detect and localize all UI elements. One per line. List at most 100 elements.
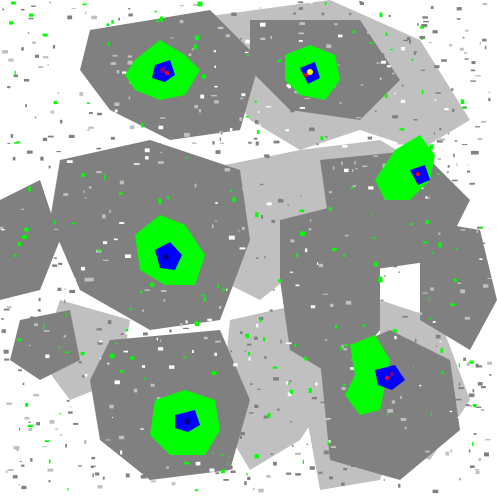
speckle bbox=[2, 8, 5, 11]
speckle bbox=[219, 306, 222, 309]
speckle bbox=[7, 142, 11, 144]
speckle bbox=[317, 262, 319, 265]
speckle bbox=[304, 98, 310, 99]
speckle bbox=[403, 218, 407, 221]
speckle bbox=[386, 65, 391, 68]
speckle bbox=[476, 230, 479, 233]
speckle bbox=[318, 206, 322, 211]
green-speckle bbox=[369, 395, 373, 398]
speckle bbox=[84, 373, 88, 377]
speckle bbox=[60, 119, 63, 124]
speckle bbox=[308, 473, 312, 477]
speckle bbox=[289, 380, 292, 383]
speckle bbox=[40, 156, 44, 161]
green-speckle bbox=[327, 440, 329, 446]
speckle bbox=[17, 369, 22, 372]
green-speckle bbox=[329, 207, 332, 212]
speckle bbox=[453, 315, 455, 319]
speckle bbox=[52, 264, 58, 267]
speckle bbox=[367, 136, 372, 140]
speckle bbox=[289, 271, 294, 273]
speckle bbox=[484, 45, 487, 50]
speckle bbox=[84, 197, 87, 199]
speckle bbox=[222, 283, 228, 285]
speckle bbox=[110, 62, 117, 65]
speckle bbox=[376, 62, 381, 64]
green-speckle bbox=[472, 441, 474, 447]
speckle bbox=[9, 290, 15, 293]
speckle bbox=[107, 362, 110, 365]
speckle bbox=[399, 396, 402, 399]
speckle bbox=[475, 330, 480, 334]
speckle bbox=[72, 378, 79, 383]
speckle bbox=[259, 183, 264, 186]
speckle bbox=[127, 203, 129, 208]
speckle bbox=[175, 21, 181, 26]
speckle bbox=[447, 165, 450, 168]
green-speckle bbox=[211, 371, 217, 375]
speckle bbox=[76, 179, 83, 183]
green-speckle bbox=[71, 222, 76, 225]
green-speckle bbox=[278, 279, 282, 283]
speckle bbox=[200, 94, 205, 99]
speckle bbox=[264, 255, 266, 259]
speckle bbox=[382, 163, 387, 168]
speckle bbox=[158, 470, 163, 472]
green-speckle bbox=[308, 388, 312, 393]
speckle bbox=[40, 178, 42, 182]
speckle bbox=[105, 439, 111, 441]
speckle bbox=[392, 115, 398, 119]
green-speckle bbox=[421, 38, 423, 40]
speckle bbox=[163, 299, 166, 302]
green-speckle bbox=[53, 220, 56, 224]
speckle bbox=[2, 263, 5, 267]
speckle bbox=[294, 405, 297, 409]
speckle bbox=[254, 336, 258, 340]
speckle bbox=[155, 370, 157, 372]
speckle bbox=[141, 309, 144, 312]
speckle bbox=[51, 330, 56, 334]
speckle bbox=[470, 150, 477, 155]
speckle bbox=[271, 41, 274, 43]
speckle bbox=[422, 292, 428, 294]
speckle bbox=[324, 233, 326, 236]
green-speckle bbox=[384, 94, 388, 98]
speckle bbox=[439, 408, 443, 411]
speckle bbox=[344, 168, 349, 173]
speckle bbox=[128, 13, 133, 17]
speckle bbox=[139, 94, 145, 96]
speckle bbox=[102, 259, 109, 261]
speckle bbox=[137, 17, 143, 21]
speckle bbox=[239, 38, 242, 40]
green-speckle bbox=[390, 49, 393, 51]
speckle bbox=[478, 458, 482, 462]
speckle bbox=[480, 408, 485, 411]
green-speckle bbox=[455, 248, 458, 250]
speckle bbox=[248, 129, 252, 132]
speckle bbox=[484, 452, 489, 457]
speckle bbox=[412, 361, 415, 363]
speckle bbox=[385, 388, 390, 393]
green-speckle bbox=[227, 462, 229, 465]
speckle bbox=[451, 88, 454, 91]
speckle bbox=[215, 220, 218, 222]
speckle bbox=[273, 80, 278, 85]
speckle bbox=[309, 466, 315, 470]
speckle bbox=[428, 41, 432, 44]
speckle bbox=[341, 161, 343, 165]
speckle bbox=[38, 66, 44, 68]
speckle bbox=[96, 171, 102, 174]
speckle bbox=[64, 190, 70, 193]
speckle bbox=[327, 243, 333, 246]
speckle bbox=[47, 135, 54, 138]
green-speckle bbox=[106, 23, 110, 27]
speckle bbox=[356, 459, 360, 463]
speckle bbox=[214, 100, 219, 104]
speckle bbox=[258, 70, 261, 74]
speckle bbox=[108, 458, 110, 461]
speckle bbox=[87, 42, 91, 46]
green-speckle bbox=[222, 288, 225, 292]
speckle bbox=[356, 440, 363, 443]
speckle bbox=[224, 168, 231, 172]
speckle bbox=[430, 6, 434, 9]
